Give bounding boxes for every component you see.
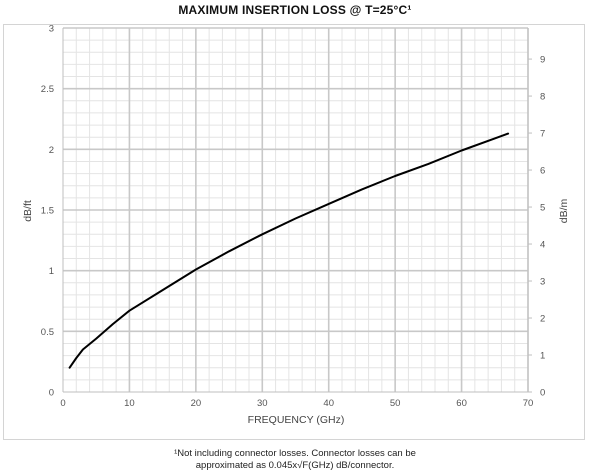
x-tick-label: 60: [456, 398, 467, 409]
y2-tick-label: 1: [540, 351, 545, 362]
y2-tick-label: 6: [540, 166, 545, 177]
x-tick-label: 10: [124, 398, 135, 409]
y2-axis-label: dB/m: [558, 198, 570, 223]
x-tick-label: 30: [257, 398, 268, 409]
footnote: ¹Not including connector losses. Connect…: [0, 448, 590, 472]
footnote-line-1: ¹Not including connector losses. Connect…: [174, 448, 416, 459]
y2-tick-label: 9: [540, 55, 545, 66]
footnote-line-2: approximated as 0.045x√F(GHz) dB/connect…: [195, 460, 395, 471]
x-tick-label: 20: [191, 398, 202, 409]
y-tick-label: 1.5: [41, 206, 54, 217]
y2-tick-label: 5: [540, 203, 545, 214]
y2-tick-label: 0: [540, 388, 545, 399]
insertion-loss-line: [68, 132, 510, 369]
y2-tick-label: 3: [540, 277, 545, 288]
y-tick-label: 0.5: [41, 327, 54, 338]
y-tick-label: 1: [49, 266, 54, 277]
y-tick-label: 2: [49, 145, 54, 156]
x-tick-label: 50: [390, 398, 401, 409]
y2-tick-label: 8: [540, 92, 545, 103]
series-layer: [68, 132, 510, 369]
x-axis-label: FREQUENCY (GHz): [248, 414, 345, 426]
y-tick-label: 3: [49, 24, 54, 35]
y-tick-label: 0: [49, 388, 54, 399]
x-tick-label: 0: [60, 398, 65, 409]
chart-frame: [3, 24, 585, 440]
x-tick-label: 70: [523, 398, 534, 409]
y2-tick-label: 2: [540, 314, 545, 325]
y-tick-label: 2.5: [41, 84, 54, 95]
major-gridlines: [63, 27, 529, 392]
chart-title: MAXIMUM INSERTION LOSS @ T=25°C¹: [178, 3, 412, 17]
y2-tick-label: 7: [540, 129, 545, 140]
y2-tick-label: 4: [540, 240, 545, 251]
x-tick-label: 40: [323, 398, 334, 409]
axes: [62, 28, 532, 393]
y-axis-label: dB/ft: [22, 200, 34, 222]
